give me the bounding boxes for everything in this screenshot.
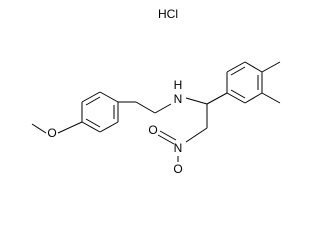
salt-label: HCl (158, 7, 178, 21)
atom-label: N (174, 141, 183, 155)
atom-label: N (174, 92, 183, 106)
atom-label: O (173, 162, 182, 176)
bonds (31, 61, 281, 162)
structure: HCl H N O O N O (31, 7, 281, 176)
atom-label: O (47, 126, 56, 140)
atom-label: O (148, 123, 157, 137)
atom-label: H (174, 78, 183, 92)
